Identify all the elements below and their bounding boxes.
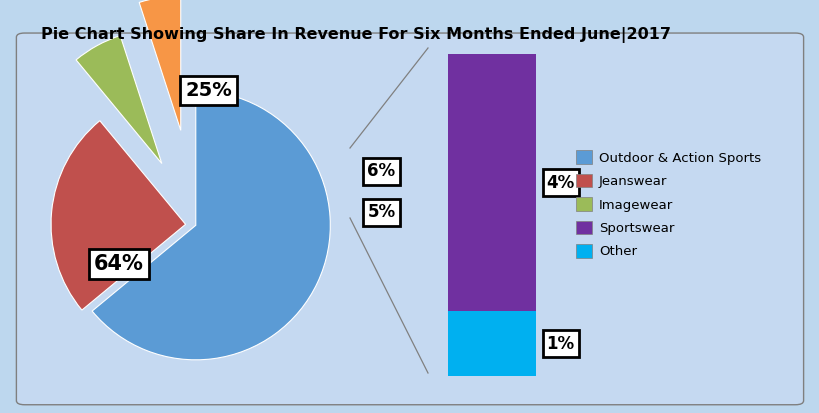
Wedge shape	[76, 36, 161, 164]
Text: 64%: 64%	[94, 254, 143, 274]
Text: 6%: 6%	[367, 162, 395, 180]
Text: 5%: 5%	[367, 204, 395, 221]
Text: 4%: 4%	[546, 173, 574, 192]
Text: 1%: 1%	[546, 335, 574, 353]
Text: 25%: 25%	[185, 81, 232, 100]
Wedge shape	[92, 91, 330, 360]
Bar	[448, 54, 535, 311]
Wedge shape	[51, 121, 185, 310]
Bar	[448, 311, 535, 376]
Wedge shape	[139, 0, 180, 131]
FancyBboxPatch shape	[16, 33, 803, 405]
Legend: Outdoor & Action Sports, Jeanswear, Imagewear, Sportswear, Other: Outdoor & Action Sports, Jeanswear, Imag…	[572, 147, 764, 262]
Text: Pie Chart Showing Share In Revenue For Six Months Ended June|2017: Pie Chart Showing Share In Revenue For S…	[41, 27, 670, 43]
